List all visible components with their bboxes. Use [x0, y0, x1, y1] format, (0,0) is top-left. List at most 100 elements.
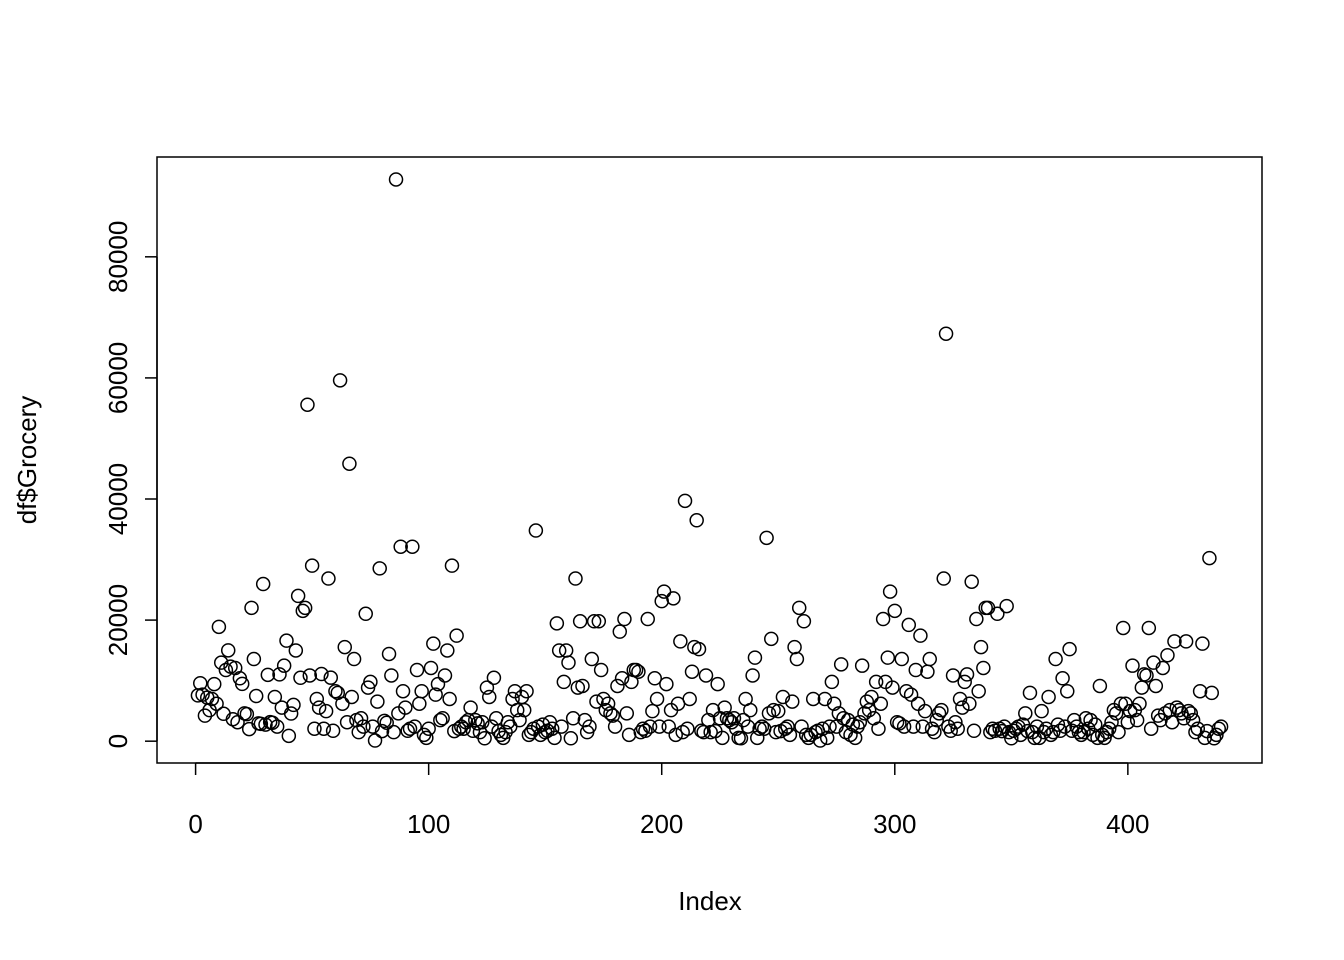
point	[377, 713, 392, 729]
point	[572, 614, 588, 629]
point	[193, 676, 208, 691]
point	[859, 694, 875, 709]
point	[710, 676, 725, 692]
point	[358, 606, 373, 622]
point	[248, 688, 264, 704]
point	[419, 730, 434, 746]
point	[293, 670, 308, 686]
point	[379, 715, 394, 730]
point	[384, 668, 399, 683]
point	[969, 611, 984, 627]
point	[612, 624, 628, 639]
x-tick-label: 300	[873, 809, 916, 839]
point	[1141, 620, 1157, 636]
point	[684, 664, 700, 679]
point	[959, 667, 975, 682]
point	[332, 373, 348, 388]
point	[272, 667, 287, 682]
point	[234, 676, 250, 692]
point	[789, 651, 805, 667]
point	[610, 678, 625, 694]
point	[936, 571, 951, 586]
point	[1183, 706, 1199, 721]
point	[745, 668, 760, 683]
point	[927, 724, 942, 740]
point	[752, 721, 767, 736]
point	[635, 721, 651, 736]
point	[1004, 731, 1019, 746]
point	[1148, 678, 1164, 694]
y-tick-label: 40000	[103, 463, 133, 535]
point	[973, 639, 989, 655]
point	[269, 719, 285, 734]
point	[328, 683, 343, 699]
point	[265, 715, 280, 730]
point	[642, 719, 658, 734]
point	[759, 530, 774, 546]
point	[901, 617, 917, 633]
point	[304, 558, 320, 573]
point	[1192, 683, 1208, 699]
point	[691, 641, 707, 657]
point	[666, 591, 681, 606]
point	[640, 611, 655, 627]
point	[1101, 721, 1117, 736]
point	[764, 631, 779, 647]
point	[1036, 724, 1052, 740]
point	[582, 719, 597, 734]
point	[780, 719, 795, 734]
point	[346, 651, 362, 667]
point	[423, 660, 439, 676]
point	[871, 721, 886, 736]
point	[456, 721, 471, 736]
point	[775, 689, 791, 705]
point	[276, 658, 292, 673]
y-tick-label: 20000	[103, 584, 133, 656]
point	[1062, 641, 1077, 657]
point	[1213, 719, 1229, 734]
point	[689, 513, 704, 528]
point	[314, 666, 329, 682]
point	[297, 600, 313, 616]
point	[733, 731, 749, 746]
point	[281, 728, 297, 744]
point	[647, 671, 662, 686]
point	[1050, 717, 1066, 732]
point	[244, 600, 259, 616]
point	[444, 558, 460, 573]
point	[791, 600, 807, 616]
point	[621, 727, 637, 743]
point	[407, 719, 422, 734]
point	[999, 598, 1014, 614]
point	[484, 719, 499, 734]
point	[694, 723, 709, 739]
point	[274, 700, 290, 715]
point	[458, 714, 474, 730]
point	[659, 676, 674, 692]
point	[209, 696, 224, 711]
point	[985, 721, 1000, 736]
point	[787, 639, 802, 655]
point	[924, 721, 940, 736]
point	[1129, 712, 1145, 728]
point	[1111, 724, 1126, 740]
point	[603, 706, 618, 721]
point	[931, 706, 947, 721]
point	[719, 711, 735, 726]
point	[680, 721, 695, 736]
point	[645, 703, 660, 719]
point	[1092, 678, 1108, 694]
point	[307, 721, 322, 736]
point	[726, 711, 742, 726]
point	[971, 683, 986, 699]
point	[414, 683, 429, 699]
point	[857, 706, 872, 721]
point	[554, 719, 569, 734]
point	[673, 634, 688, 649]
point	[1209, 727, 1224, 743]
point	[568, 571, 583, 586]
point	[295, 603, 311, 619]
point	[892, 716, 907, 731]
point	[584, 651, 600, 667]
point	[370, 694, 385, 709]
